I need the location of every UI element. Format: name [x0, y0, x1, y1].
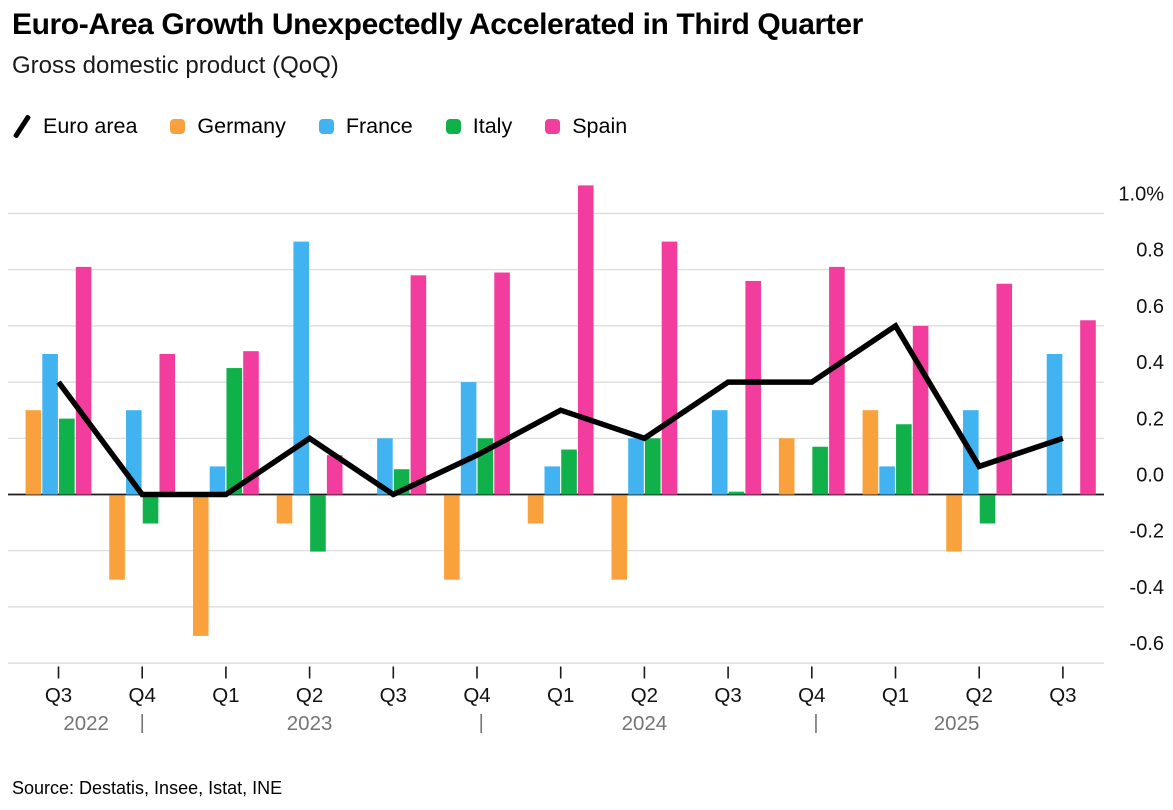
bar-spain-q4-2024: [829, 266, 845, 495]
y-axis-tick-label: 0.6: [1136, 296, 1164, 318]
x-axis-quarter-label: Q3: [45, 684, 72, 707]
y-axis-tick-label: 1.0%: [1118, 184, 1164, 206]
bar-germany-q2-2025: [946, 495, 962, 552]
x-axis-quarter-label: Q1: [547, 684, 574, 707]
y-axis-tick-label: 0.4: [1136, 352, 1164, 374]
square-swatch-icon: [170, 118, 186, 134]
bar-france-q1-2023: [209, 466, 226, 495]
bar-germany-q3-2022: [25, 410, 42, 495]
bar-italy-q4-2022: [142, 495, 159, 524]
bar-germany-q1-2025: [862, 410, 879, 495]
bar-italy-q3-2024: [728, 491, 745, 495]
bar-italy-q2-2024: [644, 438, 661, 495]
year-separator: |: [140, 712, 145, 734]
page-title: Euro-Area Growth Unexpectedly Accelerate…: [12, 8, 863, 41]
source-note: Source: Destatis, Insee, Istat, INE: [12, 778, 283, 798]
euro-area-line: [56, 321, 1064, 498]
x-axis-year-label: 2025: [934, 712, 980, 735]
bar-spain-q2-2023: [326, 455, 343, 495]
bar-italy-q2-2025: [979, 495, 996, 524]
legend-item-france: France: [318, 113, 413, 139]
bar-spain-q2-2025: [996, 283, 1013, 495]
bar-france-q3-2024: [711, 410, 728, 495]
bar-germany-q2-2023: [276, 495, 293, 524]
square-swatch-icon: [445, 118, 461, 134]
x-axis-quarter-label: Q3: [380, 684, 407, 707]
bar-france-q2-2024: [628, 438, 644, 495]
y-axis-tick-label: 0.0: [1136, 465, 1164, 487]
bar-spain-q1-2025: [912, 325, 929, 495]
bar-germany-q4-2022: [109, 495, 125, 580]
legend-label: Germany: [197, 113, 286, 138]
bar-italy-q1-2025: [896, 424, 912, 495]
bar-spain-q3-2022: [75, 266, 92, 495]
bar-germany-q4-2024: [778, 438, 795, 495]
bar-spain-q4-2023: [494, 272, 510, 495]
year-separator: |: [479, 712, 484, 734]
chart-subtitle: Gross domestic product (QoQ): [12, 52, 339, 79]
legend-label: France: [345, 113, 413, 138]
bar-france-q1-2024: [544, 466, 561, 495]
x-axis-year-label: 2023: [287, 712, 333, 735]
y-axis-tick-label: -0.4: [1130, 577, 1164, 599]
bar-france-q4-2023: [460, 382, 477, 495]
bar-germany-q1-2024: [527, 495, 544, 524]
year-separator: |: [813, 712, 818, 734]
bar-france-q3-2023: [377, 438, 393, 495]
bar-spain-q3-2024: [745, 280, 761, 495]
x-axis-quarter-label: Q4: [798, 684, 825, 707]
x-axis-year-label: 2022: [63, 712, 109, 735]
bar-germany-q1-2023: [192, 495, 209, 636]
x-axis-quarter-label: Q3: [1049, 684, 1076, 707]
y-axis-tick-label: 0.2: [1136, 408, 1164, 430]
y-axis-tick-label: -0.6: [1130, 633, 1164, 655]
bar-italy-q1-2024: [561, 449, 577, 495]
y-axis-tick-label: -0.2: [1130, 521, 1164, 543]
legend-label: Spain: [572, 113, 628, 138]
x-axis-quarter-label: Q4: [129, 684, 156, 707]
x-axis-quarter-label: Q1: [882, 684, 909, 707]
bar-spain-q2-2024: [661, 241, 678, 495]
chart-legend: Euro area Germany France Italy Spain: [12, 112, 627, 140]
bar-spain-q1-2023: [243, 351, 259, 495]
bar-spain-q1-2024: [577, 185, 594, 495]
x-axis-quarter-label: Q1: [212, 684, 239, 707]
legend-item-germany: Germany: [170, 113, 286, 139]
x-axis-quarter-label: Q2: [966, 684, 993, 707]
legend-item-italy: Italy: [445, 113, 513, 139]
bar-france-q1-2025: [879, 466, 895, 495]
x-axis-quarter-label: Q2: [296, 684, 323, 707]
bar-france-q3-2022: [42, 354, 58, 495]
bar-germany-q2-2024: [611, 495, 628, 580]
x-axis-quarter-label: Q2: [631, 684, 658, 707]
square-swatch-icon: [545, 118, 561, 134]
x-axis-quarter-label: Q4: [463, 684, 490, 707]
bar-spain-q4-2022: [159, 354, 176, 495]
legend-item-spain: Spain: [545, 114, 627, 139]
bar-italy-q2-2023: [310, 495, 326, 552]
bar-italy-q4-2024: [812, 446, 828, 495]
bar-italy-q1-2023: [226, 368, 243, 495]
bar-spain-q3-2023: [410, 275, 427, 495]
bar-france-q2-2023: [293, 241, 310, 495]
y-axis-tick-label: 0.8: [1136, 240, 1164, 262]
bar-france-q3-2025: [1046, 354, 1063, 495]
x-axis-quarter-label: Q3: [714, 684, 741, 707]
legend-label: Italy: [472, 113, 513, 138]
bar-spain-q3-2025: [1080, 320, 1096, 495]
square-swatch-icon: [318, 118, 334, 134]
bar-italy-q3-2022: [59, 418, 75, 495]
bar-germany-q4-2023: [444, 495, 460, 580]
x-axis-year-label: 2024: [622, 712, 668, 735]
legend-label: Euro area: [43, 113, 138, 138]
legend-item-euro-area: Euro area: [12, 113, 138, 139]
